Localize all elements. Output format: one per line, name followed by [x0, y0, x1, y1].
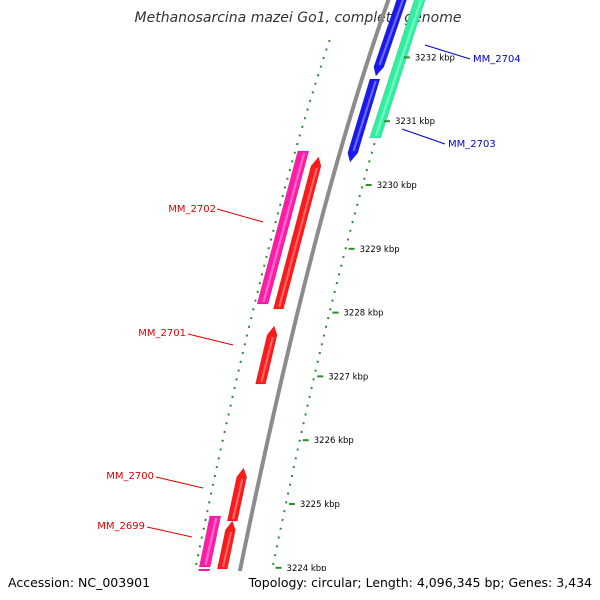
gene-label-mm-2700[interactable]: MM_2700 [106, 471, 154, 482]
gene-feature-bar-mm-2704-mm-2703 [369, 0, 426, 139]
ruler-tick-label: 3232 kbp [415, 53, 455, 63]
gene-cds-bar-mm-2704 [373, 0, 407, 77]
ruler-tick-label: 3226 kbp [314, 436, 354, 446]
gene-feature-bar-mm-2699-shine [204, 517, 218, 566]
gene-cds-bar-mm-2700-shine [231, 478, 244, 520]
gene-label-mm-2704[interactable]: MM_2704 [473, 54, 521, 65]
gene-cds-bar-mm-2701-shine [260, 336, 274, 383]
gene-labels: MM_2704 MM_2703 MM_2702 MM_2701 MM_2700 MM_26… [97, 44, 521, 538]
footer-background [0, 571, 600, 600]
dotted-guide-right [265, 39, 408, 600]
gene-leader-line-mm-2704 [424, 44, 471, 60]
gene-feature-bar-mm-2702 [256, 150, 310, 305]
gene-cds-bar-mm-2699 [216, 520, 236, 570]
accession-text: Accession: NC_003901 [8, 575, 150, 590]
gene-feature-bar-mm-2702-shine [262, 152, 306, 303]
genome-summary-text: Topology: circular; Length: 4,096,345 bp… [248, 575, 592, 590]
gene-cds-bar-mm-2703-shine [352, 80, 377, 152]
gene-feature-bar-mm-2699 [198, 515, 222, 568]
ruler-tick-label: 3224 kbp [287, 564, 327, 574]
backbone-line [231, 0, 391, 600]
gene-cds-bar-mm-2701 [255, 325, 278, 385]
gene-leader-line-mm-2702 [216, 208, 264, 223]
gene-cds-bar-mm-2702-shine [278, 167, 318, 308]
gene-cds-bar-mm-2703 [347, 78, 381, 163]
backbone [231, 0, 391, 600]
gene-feature-bar-mm-2704-mm-2703-shine [374, 0, 423, 137]
ruler-tick-label: 3231 kbp [395, 117, 435, 127]
gene-label-mm-2703[interactable]: MM_2703 [448, 139, 496, 150]
gene-leader-line-mm-2701 [187, 333, 234, 346]
gene-leader-line-mm-2703 [401, 128, 446, 145]
feature-track [192, 0, 426, 600]
gene-leader-line-mm-2699 [146, 526, 193, 538]
ruler-tick-label: 3228 kbp [344, 309, 384, 319]
gene-cds-bar-mm-2699-shine [221, 531, 233, 568]
map-layer: 3224 kbp 3225 kbp 3226 kbp 3227 kbp 3228 kbp… [97, 0, 521, 600]
gene-cds-bar-mm-2702 [273, 156, 322, 310]
ruler: 3224 kbp 3225 kbp 3226 kbp 3227 kbp 3228 kbp… [275, 53, 455, 574]
gene-cds-bar-mm-2700 [226, 467, 248, 522]
gene-label-mm-2701[interactable]: MM_2701 [138, 328, 186, 339]
ruler-tick-label: 3225 kbp [300, 500, 340, 510]
gene-cds-bar-mm-2704-shine [378, 0, 405, 66]
ruler-tick-label: 3229 kbp [360, 245, 400, 255]
gene-label-mm-2702[interactable]: MM_2702 [168, 204, 216, 215]
gene-leader-line-mm-2700 [155, 476, 204, 489]
ruler-tick-label: 3227 kbp [328, 372, 368, 382]
ruler-tick-label: 3230 kbp [377, 181, 417, 191]
gene-label-mm-2699[interactable]: MM_2699 [97, 521, 145, 532]
